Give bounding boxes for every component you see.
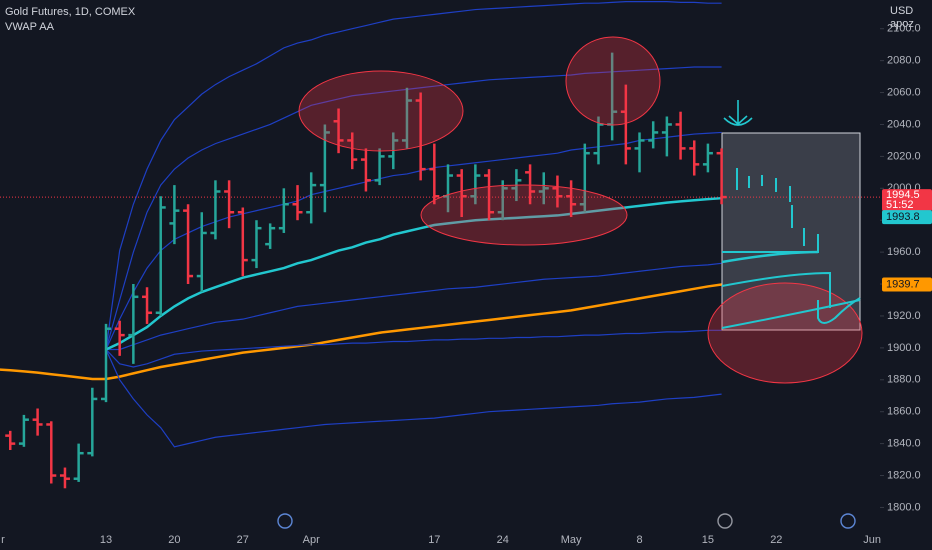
indicator-line bbox=[106, 262, 722, 351]
x-tick-label: 17 bbox=[428, 534, 440, 546]
price-scale bbox=[880, 0, 932, 550]
indicator-name: VWAP AA bbox=[5, 21, 55, 33]
indicator-line bbox=[0, 283, 722, 381]
y-tick-label: 1820.0 bbox=[887, 469, 921, 481]
price-tag-label: 1994.5 bbox=[886, 189, 920, 201]
x-tick-label: 15 bbox=[702, 534, 714, 546]
price-tag-label: 1993.8 bbox=[886, 211, 920, 223]
y-tick-label: 2040.0 bbox=[887, 118, 921, 130]
toolbar-icons bbox=[277, 513, 856, 529]
countdown: 51:52 bbox=[886, 199, 914, 211]
x-tick-label: 22 bbox=[770, 534, 782, 546]
event-icon[interactable] bbox=[277, 513, 293, 529]
indicator-line bbox=[105, 1, 722, 350]
annotations bbox=[298, 36, 863, 384]
projection-path bbox=[721, 271, 861, 324]
highlight-ellipse bbox=[565, 36, 661, 126]
y-tick-label: 1800.0 bbox=[887, 501, 921, 513]
x-tick-label: 27 bbox=[237, 534, 249, 546]
y-tick-label: 2100.0 bbox=[887, 23, 921, 35]
y-tick-label: 1880.0 bbox=[887, 374, 921, 386]
price-tag bbox=[882, 189, 932, 212]
indicator-line bbox=[105, 131, 722, 350]
x-tick-label: 8 bbox=[636, 534, 642, 546]
chart-title: Gold Futures, 1D, COMEX bbox=[5, 6, 136, 18]
x-tick-label: Jun bbox=[863, 534, 881, 546]
highlight-ellipse bbox=[298, 70, 464, 152]
y-tick-label: 1840.0 bbox=[887, 438, 921, 450]
arrow bbox=[723, 100, 753, 126]
x-tick-label: Apr bbox=[303, 534, 320, 546]
indicator-lines bbox=[0, 1, 880, 448]
y-tick-label: 2080.0 bbox=[887, 55, 921, 67]
user: apoz bbox=[890, 18, 914, 30]
price-tag-label: 1939.7 bbox=[886, 278, 920, 290]
projection-vwap bbox=[721, 299, 861, 329]
currency: USD bbox=[890, 5, 913, 17]
indicator-line bbox=[105, 329, 722, 368]
highlight-ellipse bbox=[420, 184, 628, 246]
annotations bbox=[721, 132, 861, 331]
indicator-line bbox=[105, 196, 722, 351]
indicator-line bbox=[105, 66, 722, 350]
projection-box bbox=[721, 132, 861, 331]
x-tick-label: May bbox=[561, 534, 582, 546]
x-tick-label: 20 bbox=[168, 534, 180, 546]
x-tick-label: 13 bbox=[100, 534, 112, 546]
x-tick-label: r bbox=[1, 534, 5, 546]
price-tag bbox=[882, 277, 932, 292]
event-icon[interactable] bbox=[717, 513, 733, 529]
projection-path bbox=[722, 168, 819, 253]
indicator-line bbox=[105, 349, 722, 448]
y-tick-label: 2060.0 bbox=[887, 86, 921, 98]
y-tick-label: 2020.0 bbox=[887, 150, 921, 162]
projection-vwap bbox=[721, 250, 819, 264]
event-icon[interactable] bbox=[840, 513, 856, 529]
y-tick-label: 1960.0 bbox=[887, 246, 921, 258]
x-tick-label: 24 bbox=[497, 534, 509, 546]
price-tag bbox=[882, 210, 932, 225]
y-tick-label: 1920.0 bbox=[887, 310, 921, 322]
y-tick-label: 1900.0 bbox=[887, 342, 921, 354]
y-tick-label: 1860.0 bbox=[887, 406, 921, 418]
highlight-ellipse bbox=[707, 282, 863, 384]
